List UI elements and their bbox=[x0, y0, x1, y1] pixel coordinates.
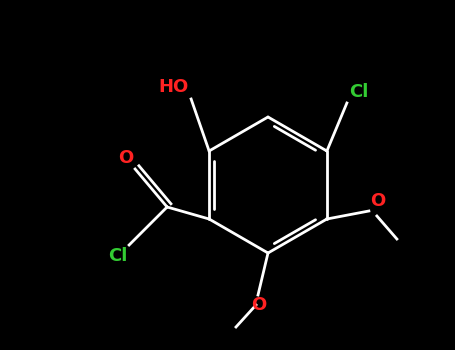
Text: O: O bbox=[370, 192, 385, 210]
Text: Cl: Cl bbox=[349, 83, 368, 101]
Text: O: O bbox=[118, 149, 133, 167]
Text: HO: HO bbox=[159, 78, 189, 96]
Text: Cl: Cl bbox=[108, 247, 127, 265]
Text: O: O bbox=[251, 296, 267, 314]
